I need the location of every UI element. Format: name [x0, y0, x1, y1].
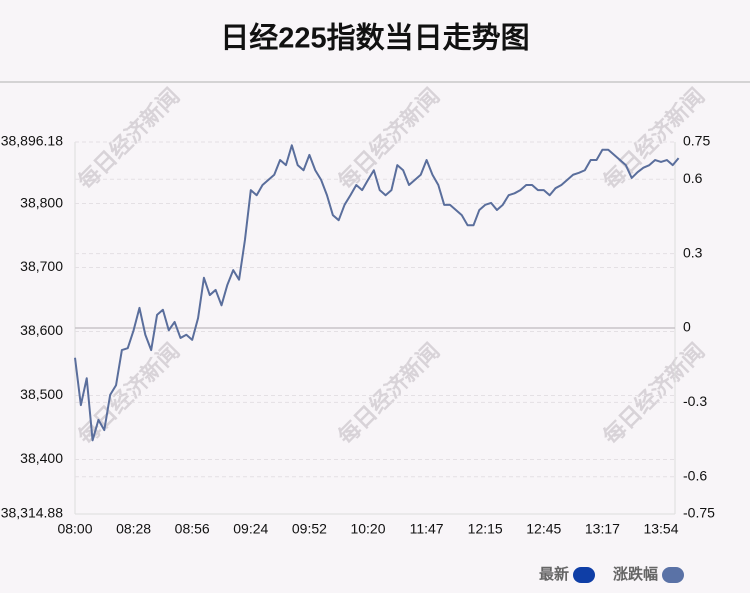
- y-tick-label: 38,800: [20, 194, 63, 210]
- y2-tick-label: -0.6: [683, 468, 707, 484]
- x-tick-label: 08:56: [175, 521, 210, 537]
- chart-title: 日经225指数当日走势图: [220, 21, 529, 55]
- y2-tick-label: 0.3: [683, 244, 703, 260]
- x-tick-label: 13:17: [585, 521, 620, 537]
- x-tick-label: 08:28: [116, 521, 151, 537]
- legend-swatch: [662, 567, 684, 583]
- x-tick-label: 11:47: [410, 521, 444, 537]
- y2-tick-label: -0.3: [683, 393, 707, 409]
- y-tick-label: 38,400: [20, 450, 63, 466]
- y-tick-label: 38,896.18: [1, 133, 63, 149]
- legend-swatch: [573, 567, 595, 583]
- y2-tick-label: 0: [683, 319, 691, 335]
- y-tick-label: 38,600: [20, 322, 63, 338]
- x-tick-label: 12:45: [526, 521, 561, 537]
- y2-tick-label: -0.75: [683, 505, 715, 521]
- legend-label: 涨跌幅: [613, 565, 658, 583]
- x-tick-label: 12:15: [468, 521, 503, 537]
- x-tick-label: 10:20: [350, 521, 385, 537]
- legend-label: 最新: [539, 565, 569, 583]
- y-tick-label: 38,700: [20, 258, 63, 274]
- x-tick-label: 09:52: [292, 521, 327, 537]
- y-tick-label: 38,314.88: [1, 505, 63, 521]
- y2-tick-label: 0.75: [683, 133, 710, 149]
- y2-tick-label: 0.6: [683, 170, 703, 186]
- x-tick-label: 13:54: [643, 521, 678, 537]
- x-tick-label: 08:00: [57, 521, 92, 537]
- price-line: [74, 144, 680, 442]
- x-tick-label: 09:24: [233, 521, 268, 537]
- y-tick-label: 38,500: [20, 386, 63, 402]
